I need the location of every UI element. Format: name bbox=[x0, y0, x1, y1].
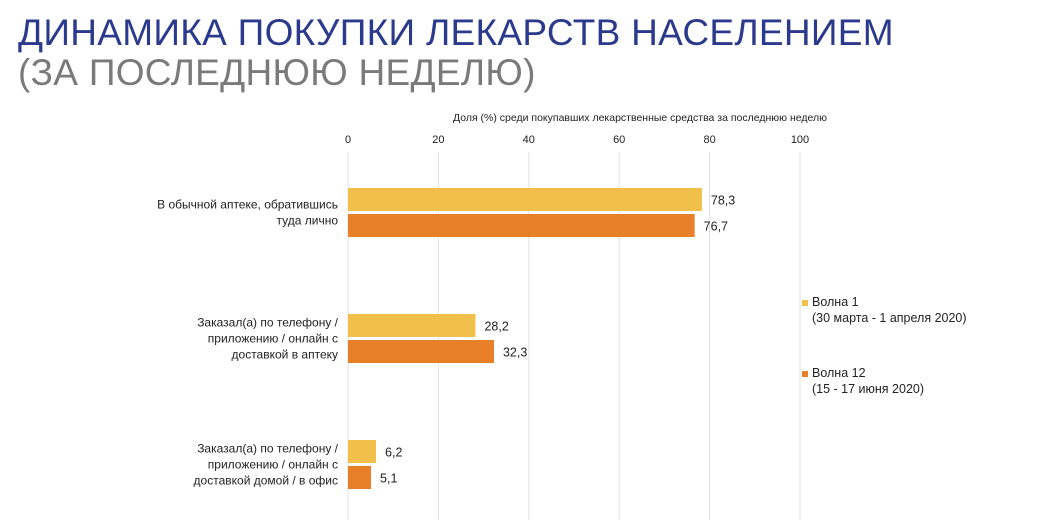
legend-label: Волна 1 bbox=[812, 295, 859, 309]
bar bbox=[348, 314, 476, 337]
data-label: 28,2 bbox=[484, 320, 508, 334]
x-tick-label: 80 bbox=[703, 134, 715, 146]
category-label: доставкой домой / в офис bbox=[194, 474, 338, 488]
bar bbox=[348, 214, 695, 237]
category-label: туда лично bbox=[277, 214, 339, 228]
data-label: 5,1 bbox=[380, 472, 397, 486]
category-label: Заказал(а) по телефону / bbox=[197, 442, 338, 456]
x-tick-label: 40 bbox=[523, 134, 535, 146]
x-tick-label: 100 bbox=[791, 134, 809, 146]
data-label: 78,3 bbox=[711, 194, 735, 208]
x-tick-label: 0 bbox=[345, 134, 351, 146]
bar bbox=[348, 188, 702, 211]
category-label: Заказал(а) по телефону / bbox=[197, 316, 338, 330]
category-label: приложению / онлайн с bbox=[208, 458, 338, 472]
page-subtitle: (ЗА ПОСЛЕДНЮЮ НЕДЕЛЮ) bbox=[18, 52, 536, 93]
bar bbox=[348, 440, 377, 463]
data-label: 76,7 bbox=[704, 220, 728, 234]
category-label: В обычной аптеке, обратившись bbox=[157, 198, 338, 212]
legend-swatch bbox=[802, 300, 808, 306]
category-label: доставкой в аптеку bbox=[232, 348, 338, 362]
data-label: 6,2 bbox=[385, 446, 402, 460]
data-label: 32,3 bbox=[503, 346, 527, 360]
x-tick-label: 60 bbox=[613, 134, 625, 146]
legend-label: Волна 12 bbox=[812, 366, 866, 380]
category-label: приложению / онлайн с bbox=[208, 332, 338, 346]
x-tick-label: 20 bbox=[432, 134, 444, 146]
legend-swatch bbox=[802, 371, 808, 377]
legend-period: (15 - 17 июня 2020) bbox=[812, 382, 924, 396]
x-axis-label: Доля (%) среди покупавших лекарственные … bbox=[453, 112, 827, 124]
legend-period: (30 марта - 1 апреля 2020) bbox=[812, 311, 967, 325]
page-title: ДИНАМИКА ПОКУПКИ ЛЕКАРСТВ НАСЕЛЕНИЕМ bbox=[18, 12, 894, 53]
bar bbox=[348, 466, 372, 489]
bar bbox=[348, 340, 494, 363]
